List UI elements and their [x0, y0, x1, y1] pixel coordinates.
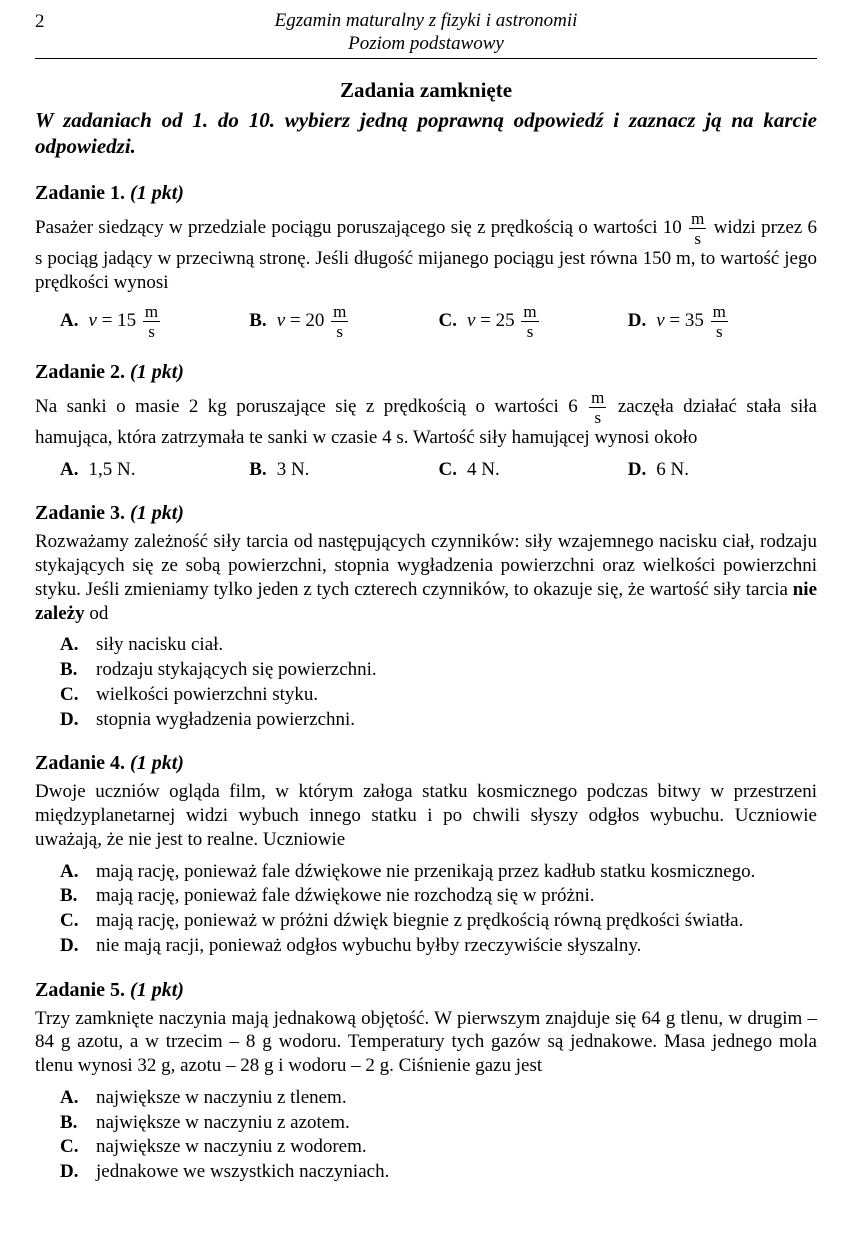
task-5-option-c: C.największe w naczyniu z wodorem. [60, 1135, 817, 1159]
task-5-name: Zadanie 5. [35, 979, 125, 1001]
task-4-option-a: A.mają rację, ponieważ fale dźwiękowe ni… [60, 860, 817, 884]
page-header: 2 Egzamin maturalny z fizyki i astronomi… [35, 10, 817, 59]
task-3-body: Rozważamy zależność siły tarcia od nastę… [35, 530, 817, 625]
task-3-body-pre: Rozważamy zależność siły tarcia od nastę… [35, 531, 817, 600]
task-1-option-d: D. v = 35 ms [628, 303, 817, 340]
header-line-2: Poziom podstawowy [65, 33, 787, 56]
task-4-body: Dwoje uczniów ogląda film, w którym zało… [35, 780, 817, 851]
opt-label-a: A. [60, 309, 78, 333]
task-3-option-d: D.stopnia wygładzenia powierzchni. [60, 708, 817, 732]
task-4-option-b: B.mają rację, ponieważ fale dźwiękowe ni… [60, 884, 817, 908]
task-3-name: Zadanie 3. [35, 502, 125, 524]
task-2-name: Zadanie 2. [35, 361, 125, 383]
task-1-title: Zadanie 1. (1 pkt) [35, 181, 817, 206]
task-1-option-b: B. v = 20 ms [249, 303, 438, 340]
opt-a-value: v = 15 ms [88, 303, 162, 340]
fraction-ms: ms [689, 210, 706, 247]
task-1-body: Pasażer siedzący w przedziale pociągu po… [35, 210, 817, 295]
task-2-title: Zadanie 2. (1 pkt) [35, 360, 817, 385]
task-3-title: Zadanie 3. (1 pkt) [35, 501, 817, 526]
task-4-option-c: C.mają rację, ponieważ w próżni dźwięk b… [60, 909, 817, 933]
opt-label-b: B. [249, 309, 266, 333]
task-2-option-c: C.4 N. [439, 458, 628, 482]
task-4-name: Zadanie 4. [35, 752, 125, 774]
task-5-title: Zadanie 5. (1 pkt) [35, 978, 817, 1003]
task-1-option-c: C. v = 25 ms [439, 303, 628, 340]
task-5-option-b: B.największe w naczyniu z azotem. [60, 1111, 817, 1135]
task-2-option-b: B.3 N. [249, 458, 438, 482]
opt-d-value: v = 35 ms [656, 303, 730, 340]
task-1-name: Zadanie 1. [35, 182, 125, 204]
section-title: Zadania zamknięte [35, 77, 817, 103]
task-2: Zadanie 2. (1 pkt) Na sanki o masie 2 kg… [35, 360, 817, 482]
task-3-body-post: od [85, 603, 109, 624]
task-3-option-b: B.rodzaju stykających się powierzchni. [60, 658, 817, 682]
task-2-body: Na sanki o masie 2 kg poruszające się z … [35, 389, 817, 450]
task-4-options: A.mają rację, ponieważ fale dźwiękowe ni… [35, 860, 817, 958]
task-3-option-c: C.wielkości powierzchni styku. [60, 683, 817, 707]
task-4-pts: (1 pkt) [130, 752, 184, 774]
task-2-pts: (1 pkt) [130, 361, 184, 383]
opt-b-value: v = 20 ms [277, 303, 351, 340]
task-5-option-a: A.największe w naczyniu z tlenem. [60, 1086, 817, 1110]
opt-label-d: D. [628, 309, 646, 333]
task-1-option-a: A. v = 15 ms [60, 303, 249, 340]
task-4-title: Zadanie 4. (1 pkt) [35, 751, 817, 776]
task-1-options: A. v = 15 ms B. v = 20 ms C. v = 25 ms D… [35, 303, 817, 340]
task-5-options: A.największe w naczyniu z tlenem. B.najw… [35, 1086, 817, 1184]
task-2-option-a: A.1,5 N. [60, 458, 249, 482]
instructions: W zadaniach od 1. do 10. wybierz jedną p… [35, 107, 817, 160]
task-3: Zadanie 3. (1 pkt) Rozważamy zależność s… [35, 501, 817, 731]
opt-label-c: C. [439, 309, 457, 333]
task-1-body-pre: Pasażer siedzący w przedziale pociągu po… [35, 217, 682, 238]
task-4-option-d: D.nie mają racji, ponieważ odgłos wybuch… [60, 934, 817, 958]
task-3-option-a: A.siły nacisku ciał. [60, 633, 817, 657]
task-2-body-pre: Na sanki o masie 2 kg poruszające się z … [35, 396, 578, 417]
task-5-body: Trzy zamknięte naczynia mają jednakową o… [35, 1007, 817, 1078]
task-3-pts: (1 pkt) [130, 502, 184, 524]
task-2-option-d: D.6 N. [628, 458, 817, 482]
task-5-pts: (1 pkt) [130, 979, 184, 1001]
task-5: Zadanie 5. (1 pkt) Trzy zamknięte naczyn… [35, 978, 817, 1184]
fraction-ms-2: ms [589, 389, 606, 426]
task-2-options: A.1,5 N. B.3 N. C.4 N. D.6 N. [35, 458, 817, 482]
task-4: Zadanie 4. (1 pkt) Dwoje uczniów ogląda … [35, 751, 817, 957]
task-1-pts: (1 pkt) [130, 182, 184, 204]
task-1: Zadanie 1. (1 pkt) Pasażer siedzący w pr… [35, 181, 817, 340]
header-line-1: Egzamin maturalny z fizyki i astronomii [65, 10, 787, 33]
opt-c-value: v = 25 ms [467, 303, 541, 340]
page-number: 2 [35, 10, 65, 34]
header-title: Egzamin maturalny z fizyki i astronomii … [65, 10, 787, 56]
task-3-options: A.siły nacisku ciał. B.rodzaju stykający… [35, 633, 817, 731]
task-5-option-d: D.jednakowe we wszystkich naczyniach. [60, 1160, 817, 1184]
